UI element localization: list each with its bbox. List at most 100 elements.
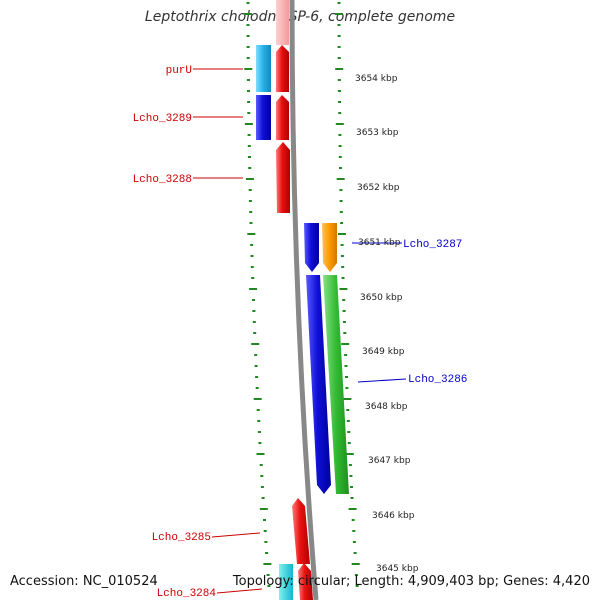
- minor-tick: [246, 35, 250, 37]
- minor-tick: [339, 189, 343, 191]
- gene-label-leader: [211, 532, 261, 538]
- gene-arrow-red: [298, 563, 313, 600]
- minor-tick: [350, 497, 354, 499]
- minor-tick: [257, 420, 261, 422]
- minor-tick: [337, 79, 341, 81]
- minor-tick: [263, 530, 267, 532]
- minor-tick: [343, 332, 347, 334]
- minor-tick: [265, 552, 269, 554]
- minor-tick: [247, 134, 251, 136]
- minor-tick: [337, 46, 341, 48]
- kbp-label: 3650 kbp: [360, 293, 403, 303]
- minor-tick: [247, 145, 251, 147]
- gene-arrow-red: [276, 45, 289, 92]
- major-tick: [244, 68, 253, 70]
- minor-tick: [246, 24, 250, 26]
- gene-label: Lcho_3284: [157, 588, 217, 600]
- major-tick: [345, 453, 354, 455]
- minor-tick: [249, 211, 253, 213]
- minor-tick: [250, 244, 254, 246]
- major-tick: [336, 178, 345, 180]
- minor-tick: [251, 277, 255, 279]
- minor-tick: [248, 200, 252, 202]
- major-tick: [251, 343, 260, 345]
- minor-tick: [258, 442, 262, 444]
- minor-tick: [248, 156, 251, 158]
- gene-feature-teal: [279, 564, 293, 600]
- major-tick: [343, 398, 352, 400]
- minor-tick: [337, 90, 341, 92]
- minor-tick: [338, 112, 342, 114]
- major-tick: [341, 343, 350, 345]
- gene-arrow-red: [276, 142, 290, 213]
- major-tick: [335, 123, 344, 125]
- gene-arrow-green: [323, 275, 349, 494]
- minor-tick: [349, 475, 353, 477]
- kbp-label: 3654 kbp: [355, 74, 398, 84]
- minor-tick: [340, 222, 344, 224]
- gene-label: Lcho_3289: [133, 113, 192, 125]
- minor-tick: [350, 486, 353, 488]
- minor-tick: [347, 431, 351, 433]
- minor-tick: [254, 354, 258, 356]
- minor-tick: [248, 189, 252, 191]
- gene-label: Lcho_3288: [133, 174, 192, 186]
- major-tick: [335, 13, 343, 15]
- minor-tick: [344, 354, 348, 356]
- minor-tick: [355, 585, 359, 587]
- minor-tick: [254, 365, 258, 367]
- major-tick: [247, 233, 256, 235]
- minor-tick: [339, 200, 343, 202]
- kbp-scale: 3654 kbp 3653 kbp 3652 kbp 3651 kbp 3650…: [355, 74, 419, 574]
- minor-tick: [246, 2, 250, 4]
- major-tick: [256, 453, 265, 455]
- accession-text: Accession: NC_010524: [10, 574, 158, 589]
- minor-tick: [344, 365, 348, 367]
- minor-tick: [256, 409, 260, 411]
- minor-tick: [250, 266, 254, 268]
- minor-tick: [339, 167, 342, 169]
- minor-tick: [264, 541, 268, 543]
- minor-tick: [260, 475, 264, 477]
- major-tick: [244, 123, 253, 125]
- minor-tick: [261, 497, 265, 499]
- minor-tick: [257, 431, 261, 433]
- minor-tick: [338, 145, 342, 147]
- minor-tick: [266, 574, 270, 576]
- minor-tick: [345, 376, 348, 378]
- minor-tick: [337, 2, 341, 4]
- gene-label-leader: [357, 378, 407, 383]
- minor-tick: [253, 332, 257, 334]
- gene-feature-pink: [276, 0, 289, 45]
- minor-tick: [354, 574, 358, 576]
- minor-tick: [248, 167, 252, 169]
- kbp-label: 3645 kbp: [376, 564, 419, 574]
- major-tick: [249, 288, 258, 290]
- kbp-label: 3649 kbp: [362, 347, 405, 357]
- major-tick: [263, 563, 272, 565]
- minor-tick: [263, 519, 266, 521]
- major-tick: [351, 563, 360, 565]
- major-tick: [337, 233, 346, 235]
- minor-tick: [347, 442, 351, 444]
- minor-tick: [342, 299, 346, 301]
- minor-tick: [252, 299, 255, 301]
- minor-tick: [342, 321, 346, 323]
- minor-tick: [267, 585, 271, 587]
- minor-tick: [246, 79, 250, 81]
- minor-tick: [340, 244, 344, 246]
- gene-label: purU: [166, 65, 192, 77]
- minor-tick: [337, 57, 341, 59]
- minor-tick: [247, 90, 250, 92]
- kbp-label: 3653 kbp: [356, 128, 399, 138]
- minor-tick: [341, 266, 345, 268]
- kbp-label: 3652 kbp: [357, 183, 400, 193]
- minor-tick: [348, 464, 352, 466]
- minor-tick: [352, 541, 356, 543]
- minor-tick: [252, 310, 256, 312]
- topology-text: Topology: circular; Length: 4,909,403 bp…: [232, 574, 590, 589]
- kbp-label: 3646 kbp: [372, 511, 415, 521]
- minor-tick: [352, 530, 356, 532]
